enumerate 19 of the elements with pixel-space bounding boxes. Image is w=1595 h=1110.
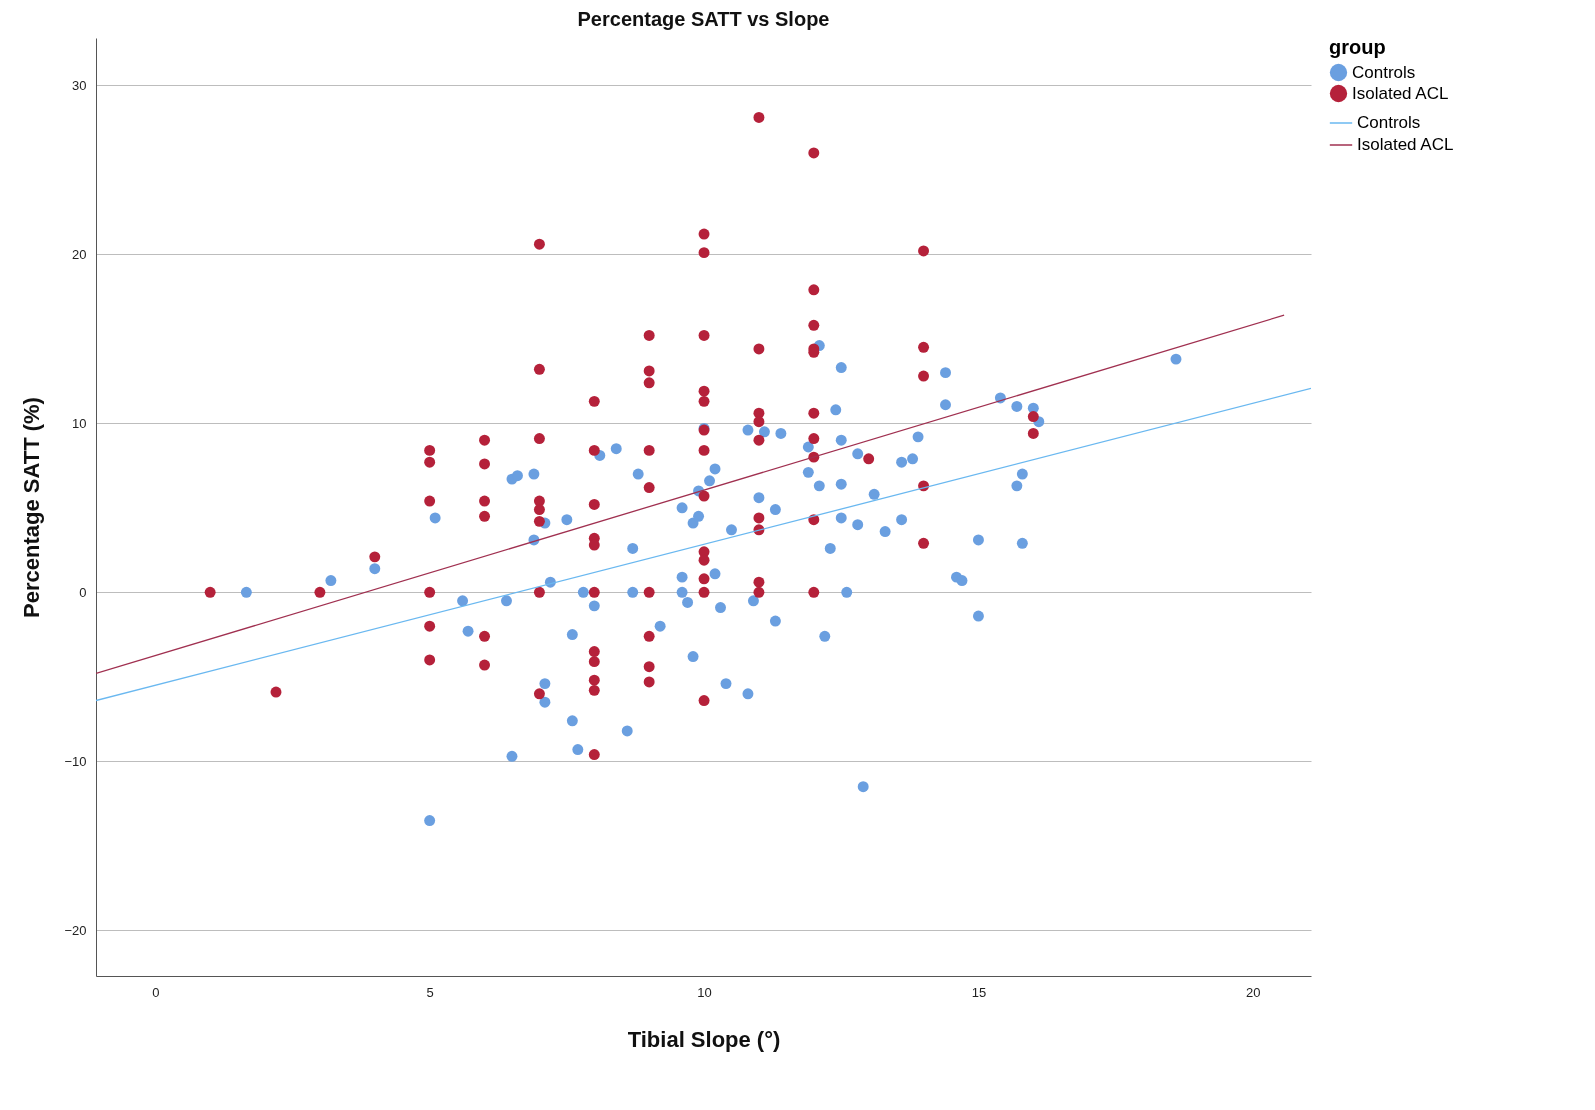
legend-label: Isolated ACL — [1357, 135, 1454, 154]
y-tick-label: 30 — [72, 77, 87, 93]
legend-label: Isolated ACL — [1352, 83, 1449, 103]
x-tick-label: 20 — [1246, 984, 1261, 1000]
x-tick-label: 5 — [426, 984, 434, 1000]
y-axis-title: Percentage SATT (%) — [19, 397, 45, 618]
x-tick-label: 15 — [971, 984, 987, 1000]
x-axis-title: Tibial Slope (°) — [627, 1026, 781, 1052]
y-tick-label: −20 — [64, 922, 87, 938]
x-tick-label: 10 — [697, 984, 712, 1000]
y-tick-label: −10 — [64, 753, 87, 769]
chart-title: Percentage SATT vs Slope — [577, 8, 830, 30]
legend-label: Controls — [1352, 62, 1416, 82]
y-tick-label: 20 — [72, 246, 87, 262]
y-tick-label: 0 — [79, 584, 87, 600]
y-tick-label: 10 — [72, 415, 87, 431]
legend-label: Controls — [1357, 113, 1421, 132]
x-tick-label: 0 — [152, 984, 160, 1000]
legend-title: group — [1329, 36, 1386, 58]
